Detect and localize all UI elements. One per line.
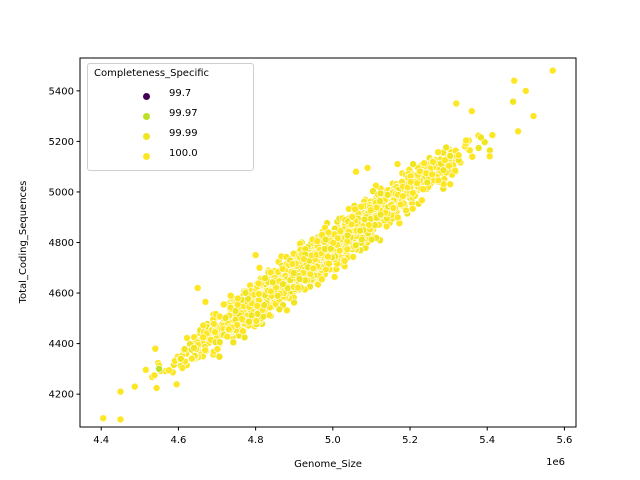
legend-marker-icon <box>143 113 150 120</box>
legend-item: 99.97 <box>88 107 253 127</box>
svg-text:5.4: 5.4 <box>479 435 495 446</box>
legend-marker-icon <box>143 133 150 140</box>
svg-text:5.0: 5.0 <box>325 435 341 446</box>
svg-text:5.2: 5.2 <box>402 435 418 446</box>
x-axis-label: Genome_Size <box>294 459 362 470</box>
svg-text:4800: 4800 <box>49 238 74 249</box>
legend-label: 99.99 <box>169 128 198 139</box>
legend-item: 100.0 <box>88 147 253 167</box>
svg-text:5200: 5200 <box>49 137 74 148</box>
svg-text:4600: 4600 <box>49 289 74 300</box>
y-axis-ticks: 4200 4400 4600 4800 5000 5200 5400 <box>49 86 80 401</box>
svg-text:5400: 5400 <box>49 86 74 97</box>
x-axis-ticks: 4.4 4.6 4.8 5.0 5.2 5.4 5.6 <box>93 427 572 446</box>
legend-title: Completeness_Specific <box>94 68 210 79</box>
svg-text:4.4: 4.4 <box>93 435 109 446</box>
scatter-points <box>99 66 557 424</box>
legend-label: 100.0 <box>169 148 198 159</box>
legend-label: 99.7 <box>169 88 192 99</box>
svg-text:4400: 4400 <box>49 339 74 350</box>
legend: Completeness_Specific 99.7 99.97 99.99 1… <box>87 63 254 171</box>
svg-text:4200: 4200 <box>49 390 74 401</box>
x-axis-offset-label: 1e6 <box>546 457 565 468</box>
y-axis-label: Total_Coding_Sequences <box>18 181 29 305</box>
svg-text:4.8: 4.8 <box>248 435 264 446</box>
svg-text:4.6: 4.6 <box>170 435 186 446</box>
legend-item: 99.99 <box>88 127 253 147</box>
svg-text:5.6: 5.6 <box>556 435 572 446</box>
legend-label: 99.97 <box>169 108 198 119</box>
legend-marker-icon <box>143 153 150 160</box>
svg-text:5000: 5000 <box>49 187 74 198</box>
legend-marker-icon <box>143 93 150 100</box>
legend-item: 99.7 <box>88 87 253 107</box>
